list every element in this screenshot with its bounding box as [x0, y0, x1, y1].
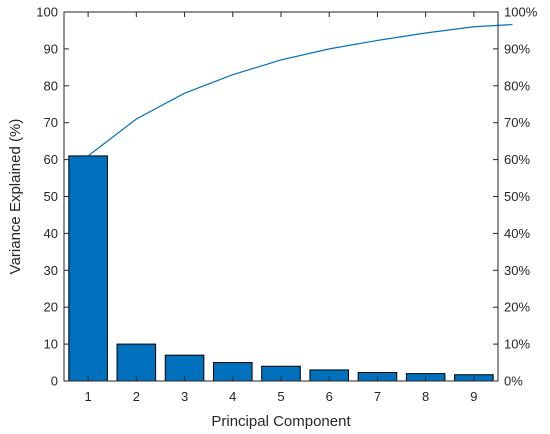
x-tick-label: 5	[277, 389, 284, 404]
y-tick-label: 100	[36, 5, 58, 20]
y-tick-label: 60	[44, 152, 58, 167]
axes-group: 0 0% 10 10% 20 20% 30 30% 40 40% 50 50% 60 60% 70 70% 80…	[36, 5, 537, 405]
y-tick-label: 0	[51, 374, 58, 389]
y-axis-label: Variance Explained (%)	[7, 119, 24, 275]
y2-tick-label: 90%	[504, 41, 530, 56]
y-tick-label: 80	[44, 78, 58, 93]
x-tick-label: 7	[374, 389, 381, 404]
y2-tick-label: 40%	[504, 226, 530, 241]
y2-tick-label: 60%	[504, 152, 530, 167]
y-tick-label: 40	[44, 226, 58, 241]
y2-tick-label: 50%	[504, 189, 530, 204]
y2-tick-label: 30%	[504, 263, 530, 278]
x-tick-label: 4	[229, 389, 236, 404]
x-tick-label: 8	[422, 389, 429, 404]
y-tick-label: 50	[44, 189, 58, 204]
y-tick-label: 70	[44, 115, 58, 130]
x-tick-label: 6	[326, 389, 333, 404]
bars-group	[68, 155, 494, 382]
y2-tick-label: 10%	[504, 337, 530, 352]
y-tick-label: 90	[44, 41, 58, 56]
y-tick-label: 30	[44, 263, 58, 278]
y2-tick-label: 0%	[504, 374, 523, 389]
y2-tick-label: 20%	[504, 300, 530, 315]
y-tick-label: 20	[44, 300, 58, 315]
cumulative-line	[87, 23, 513, 157]
plot-frame	[63, 11, 499, 382]
bar-1	[68, 155, 108, 382]
y2-tick-label: 100%	[504, 5, 538, 20]
x-tick-label: 3	[181, 389, 188, 404]
y-tick-label: 10	[44, 337, 58, 352]
x-axis-label: Principal Component	[211, 413, 351, 430]
y2-tick-label: 70%	[504, 115, 530, 130]
x-tick-label: 9	[470, 389, 477, 404]
x-tick-label: 1	[84, 389, 91, 404]
y2-tick-label: 80%	[504, 78, 530, 93]
x-tick-label: 2	[133, 389, 140, 404]
bar-2	[116, 343, 157, 382]
